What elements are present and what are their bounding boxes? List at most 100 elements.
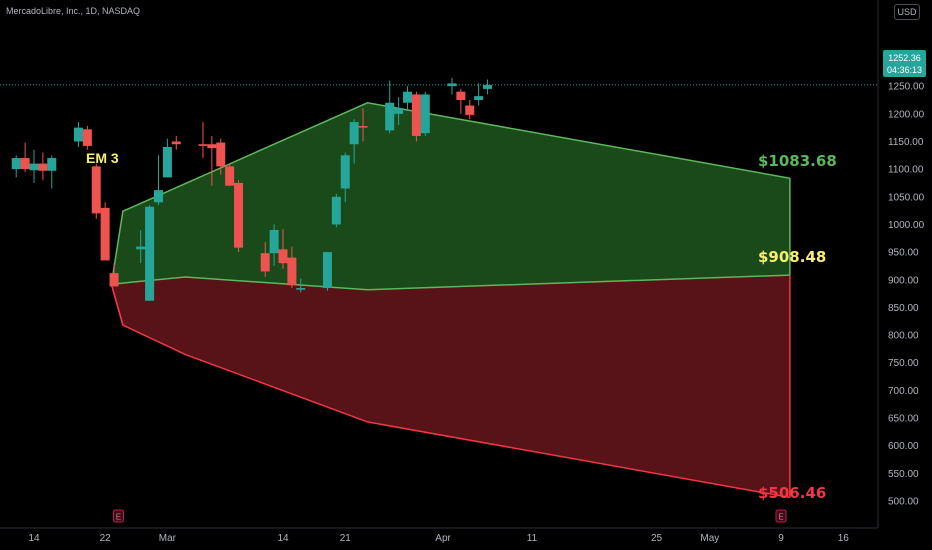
- candle-down: [207, 135, 217, 186]
- y-tick-label: 900.00: [888, 275, 919, 286]
- candle-body: [456, 91, 466, 100]
- last-price: 1252.36: [888, 53, 921, 63]
- candle-body: [483, 85, 493, 89]
- y-tick-label: 1000.00: [888, 220, 925, 231]
- y-tick-label: 550.00: [888, 469, 919, 480]
- candle-down: [100, 202, 110, 261]
- candle-up: [349, 119, 359, 164]
- candle-down: [225, 163, 235, 186]
- candle-up: [394, 97, 404, 125]
- candle-down: [20, 142, 30, 172]
- candle-body: [385, 102, 395, 131]
- earnings-marker-label: E: [116, 513, 121, 522]
- candle-down: [216, 138, 226, 175]
- currency-badge[interactable]: USD: [894, 4, 920, 20]
- candle-up: [420, 91, 430, 136]
- upper-target-label: $1083.68: [758, 152, 837, 170]
- y-tick-label: 600.00: [888, 441, 919, 452]
- y-tick-label: 1200.00: [888, 109, 925, 120]
- em-band-layer: [110, 102, 791, 499]
- earnings-marker-box: [775, 509, 787, 523]
- mid-target-label: $908.48: [758, 248, 827, 266]
- candle-body: [171, 141, 181, 145]
- candle-body: [216, 142, 226, 167]
- candle-up: [474, 83, 484, 106]
- candle-body: [287, 257, 297, 286]
- candle-body: [234, 182, 244, 248]
- candle-down: [38, 152, 48, 181]
- candle-body: [447, 83, 457, 87]
- x-tick-label: 14: [277, 533, 289, 544]
- candle-body: [47, 158, 57, 171]
- y-tick-label: 650.00: [888, 414, 919, 425]
- candle-body: [82, 129, 92, 146]
- candle-body: [474, 96, 484, 100]
- y-tick-label: 1050.00: [888, 192, 925, 203]
- earnings-marker: E: [775, 509, 787, 523]
- x-tick-label: 9: [778, 533, 784, 544]
- candle-body: [340, 155, 350, 189]
- candle-up: [385, 80, 395, 134]
- candle-body: [11, 158, 21, 170]
- candle-body: [403, 91, 412, 103]
- em-label: EM 3: [86, 150, 119, 166]
- candle-body: [465, 105, 475, 115]
- candle-body: [278, 249, 288, 264]
- candle-body: [331, 196, 341, 225]
- candle-down: [358, 108, 368, 142]
- candle-body: [322, 252, 332, 289]
- candle-up: [483, 79, 493, 95]
- candle-up: [73, 122, 83, 147]
- candle-up: [145, 205, 155, 301]
- candle-down: [171, 135, 181, 150]
- y-tick-label: 800.00: [888, 331, 919, 342]
- lower-target-label: $506.46: [758, 484, 827, 502]
- candle-body: [269, 229, 279, 254]
- em-lower-left-edge: [110, 283, 124, 326]
- candle-body: [154, 190, 163, 203]
- candle-down: [456, 88, 466, 114]
- candle-up: [11, 155, 21, 178]
- earnings-marker-box: [112, 509, 124, 523]
- candle-up: [154, 155, 163, 206]
- y-tick-label: 950.00: [888, 248, 919, 259]
- y-tick-label: 850.00: [888, 303, 919, 314]
- candle-down: [287, 246, 297, 289]
- candle-body: [260, 253, 270, 272]
- candle-body: [29, 163, 39, 171]
- candle-body: [73, 127, 83, 142]
- candle-body: [411, 94, 421, 136]
- y-tick-label: 500.00: [888, 497, 919, 508]
- y-tick-label: 1100.00: [888, 165, 924, 176]
- x-tick-label: May: [700, 533, 719, 544]
- x-tick-label: 14: [28, 533, 40, 544]
- candle-body: [207, 144, 217, 149]
- candle-body: [136, 246, 146, 250]
- candle-down: [411, 91, 421, 142]
- candle-up: [322, 252, 332, 291]
- x-tick-label: 21: [340, 533, 352, 544]
- x-tick-label: 25: [651, 533, 663, 544]
- earnings-marker-label: E: [778, 513, 783, 522]
- candle-body: [162, 147, 172, 178]
- y-tick-label: 1150.00: [888, 137, 924, 148]
- candle-up: [162, 138, 172, 178]
- candles-layer: [11, 77, 493, 301]
- y-tick-label: 750.00: [888, 358, 919, 369]
- candle-up: [29, 149, 39, 183]
- candle-body: [145, 206, 155, 301]
- last-price-badge: 1252.36 04:36:13: [883, 50, 926, 77]
- candle-up: [403, 86, 412, 112]
- x-tick-label: 11: [527, 533, 538, 544]
- candle-body: [38, 163, 48, 171]
- candle-down: [91, 163, 101, 219]
- candle-body: [198, 144, 208, 146]
- earnings-marker: E: [112, 509, 124, 523]
- candle-body: [358, 125, 368, 128]
- candle-body: [296, 288, 306, 290]
- candle-down: [198, 122, 208, 159]
- candle-body: [91, 166, 101, 214]
